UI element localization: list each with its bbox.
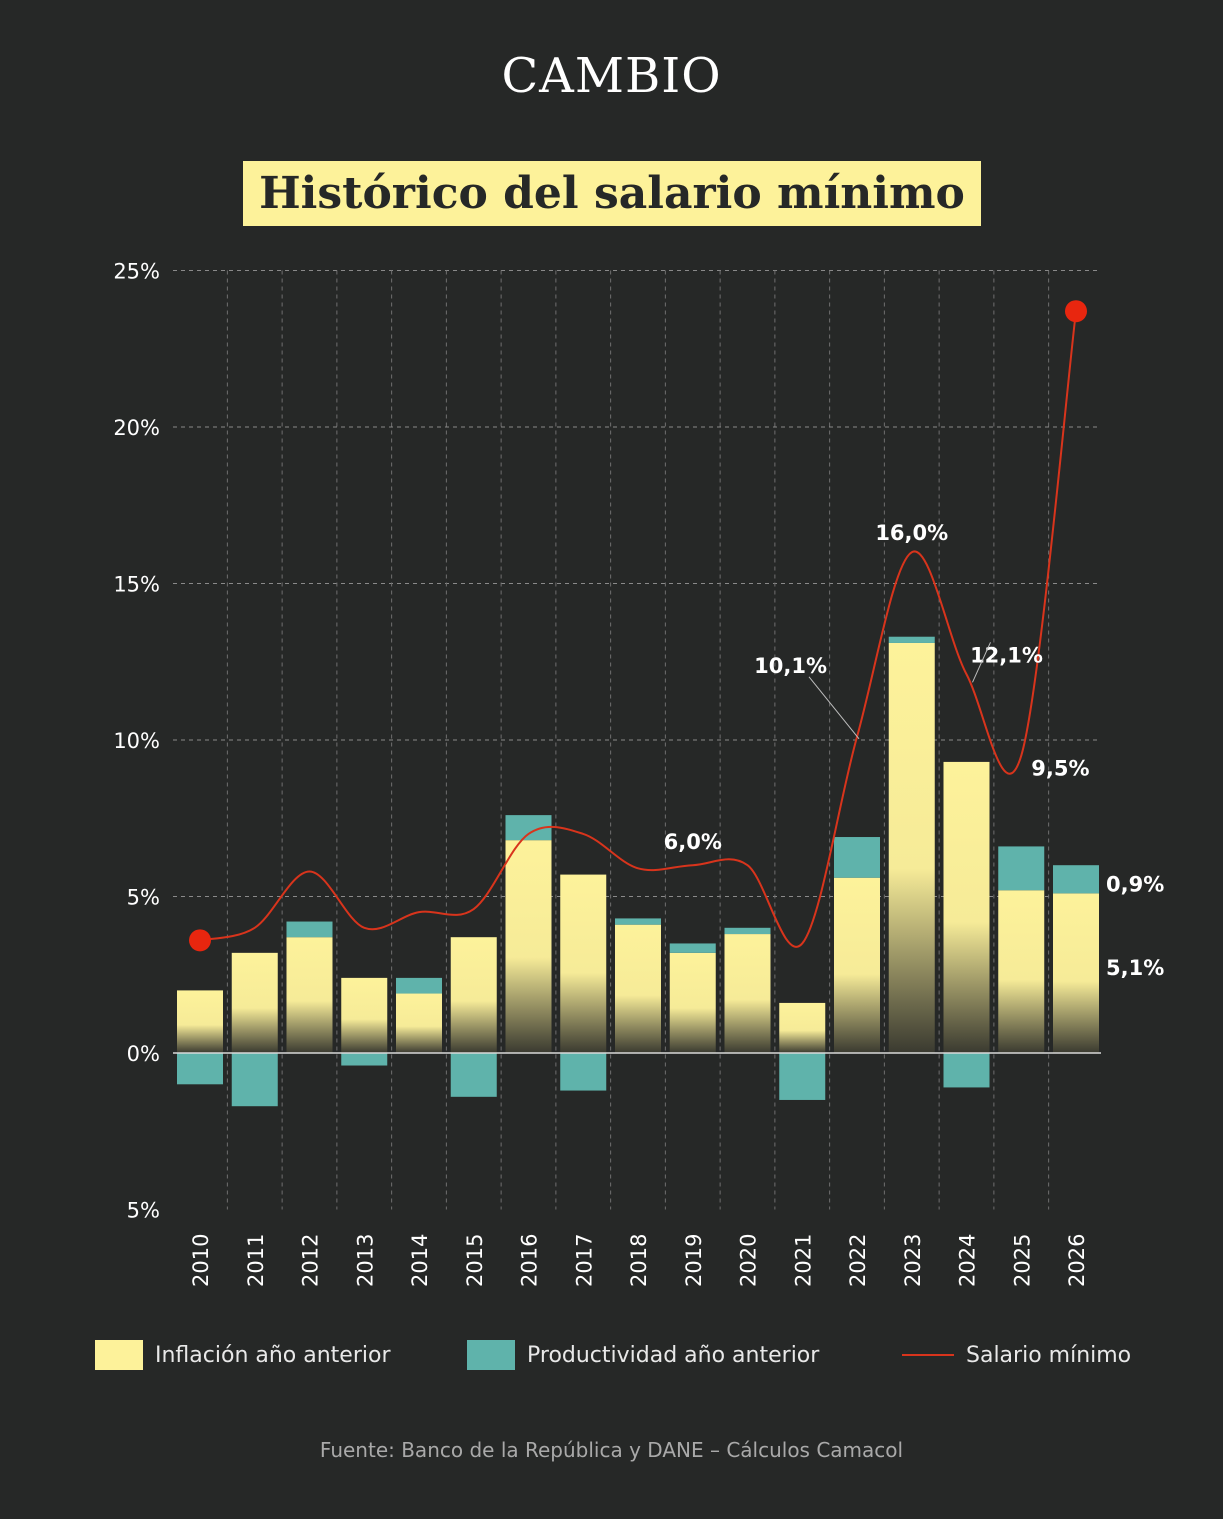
bars: [177, 636, 1099, 1107]
bar-productivity: [834, 837, 880, 878]
bar-inflation: [450, 937, 497, 1053]
bar-productivity: [286, 921, 333, 938]
x-tick-label: 2020: [737, 1234, 761, 1287]
grid: [173, 270, 1101, 1210]
bar-productivity: [1053, 865, 1099, 894]
salary-line: [199, 311, 1077, 948]
salary-endpoint-dot: [189, 929, 211, 952]
bar-productivity: [724, 927, 771, 935]
legend-swatch-inflation: [95, 1340, 143, 1370]
bar-inflation: [943, 761, 990, 1053]
y-tick-label: 25%: [113, 260, 160, 284]
bar-productivity: [560, 1053, 607, 1091]
bar-inflation: [615, 924, 661, 1053]
legend-label-inflation: Inflación año anterior: [155, 1342, 391, 1368]
legend-swatch-productivity: [467, 1340, 515, 1370]
bar-productivity: [231, 1053, 278, 1107]
salary-line-layer: [189, 300, 1087, 952]
y-tick-label: 20%: [113, 416, 160, 440]
leader-line: [972, 642, 991, 683]
chart-title: Histórico del salario mínimo: [259, 168, 965, 219]
bar-inflation: [341, 977, 388, 1053]
y-tick-label: 5%: [127, 1199, 160, 1223]
x-tick-label: 2010: [189, 1234, 213, 1287]
x-tick-label: 2013: [353, 1234, 377, 1287]
data-label: 6,0%: [664, 830, 722, 854]
bar-inflation: [888, 642, 935, 1053]
bar-productivity: [615, 918, 661, 925]
leader-line: [808, 676, 860, 740]
source-note: Fuente: Banco de la República y DANE – C…: [319, 1438, 904, 1462]
bar-inflation: [669, 952, 716, 1053]
bar-productivity: [943, 1053, 990, 1088]
bar-productivity: [396, 977, 442, 994]
bar-inflation: [177, 990, 223, 1053]
legend: Inflación año anterior Productividad año…: [0, 1340, 1223, 1380]
title-banner: Histórico del salario mínimo: [243, 161, 981, 226]
salary-endpoint-dot: [1065, 300, 1087, 323]
bar-inflation: [560, 874, 607, 1053]
x-tick-label: 2012: [299, 1234, 323, 1287]
salary-chart: 25% 20% 15% 10% 5% 0% 5% 2010 2011 2012 2013 2014 20…: [113, 260, 1165, 1288]
legend-label-productivity: Productividad año anterior: [527, 1342, 820, 1368]
legend-item-productivity: Productividad año anterior: [467, 1340, 819, 1370]
x-tick-label: 2014: [408, 1234, 432, 1287]
bar-productivity: [341, 1053, 388, 1066]
bar-inflation: [1053, 893, 1099, 1053]
x-tick-label: 2011: [244, 1234, 268, 1287]
bar-inflation: [286, 937, 333, 1053]
bar-inflation: [779, 1002, 826, 1053]
data-labels: 16,0% 12,1% 10,1% 9,5% 6,0% 0,9% 5,1%: [664, 521, 1165, 980]
x-tick-label: 2019: [682, 1234, 706, 1287]
bar-productivity: [998, 846, 1045, 891]
bar-inflation: [505, 840, 552, 1053]
data-label: 10,1%: [754, 654, 827, 678]
brand-logo: CAMBIO: [501, 48, 722, 104]
x-tick-label: 2018: [627, 1234, 651, 1287]
bar-productivity: [779, 1053, 826, 1100]
y-tick-label: 15%: [113, 573, 160, 597]
legend-line-salary: [902, 1354, 954, 1356]
bar-inflation: [231, 952, 278, 1053]
data-label: 12,1%: [970, 643, 1043, 667]
y-tick-label: 5%: [127, 886, 160, 910]
x-tick-label: 2015: [463, 1234, 487, 1287]
legend-label-salary: Salario mínimo: [966, 1342, 1132, 1368]
x-tick-label: 2026: [1065, 1234, 1089, 1287]
bar-inflation: [998, 890, 1045, 1053]
data-label: 9,5%: [1031, 757, 1089, 781]
data-label: 5,1%: [1106, 956, 1164, 980]
bar-inflation: [724, 934, 771, 1053]
bar-productivity: [888, 636, 935, 643]
bar-productivity: [177, 1053, 223, 1085]
x-tick-label: 2023: [901, 1234, 925, 1287]
x-tick-label: 2016: [518, 1234, 542, 1287]
x-tick-label: 2022: [846, 1234, 870, 1287]
bar-productivity: [669, 943, 716, 953]
y-tick-label: 0%: [127, 1042, 160, 1066]
bar-inflation: [834, 877, 880, 1053]
x-tick-label: 2021: [791, 1234, 815, 1287]
bar-inflation: [396, 993, 442, 1053]
x-tick-label: 2024: [956, 1234, 980, 1287]
data-label: 0,9%: [1106, 873, 1164, 897]
axes: 25% 20% 15% 10% 5% 0% 5% 2010 2011 2012 2013 2014 20…: [113, 260, 1101, 1287]
y-tick-label: 10%: [113, 729, 160, 753]
legend-item-salary: Salario mínimo: [902, 1340, 1131, 1370]
bar-productivity: [450, 1053, 497, 1097]
x-tick-label: 2017: [572, 1234, 596, 1287]
x-tick-label: 2025: [1010, 1234, 1034, 1287]
legend-item-inflation: Inflación año anterior: [95, 1340, 391, 1370]
data-label: 16,0%: [875, 521, 948, 545]
